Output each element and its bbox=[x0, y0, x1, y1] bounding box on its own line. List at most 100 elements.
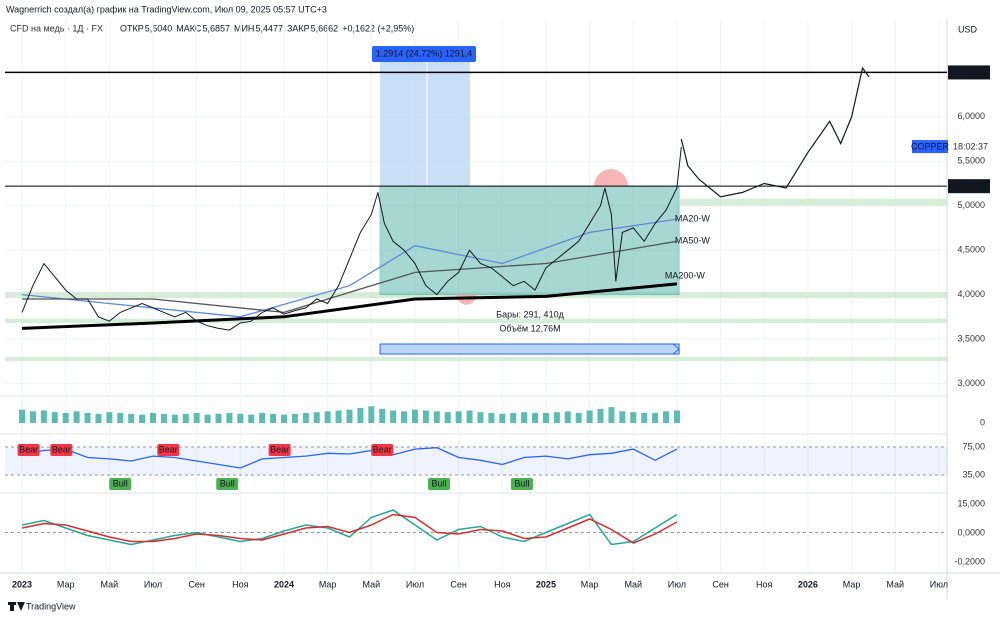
volume-bar bbox=[663, 411, 670, 423]
signal-tag bbox=[157, 444, 180, 456]
currency: USD bbox=[958, 24, 978, 34]
x-tick-label: 2023 bbox=[12, 579, 32, 589]
volume-bar bbox=[215, 413, 222, 423]
x-tick-label: Мар bbox=[843, 579, 861, 589]
volume-bar bbox=[62, 413, 69, 423]
level-label: 5,2200 bbox=[957, 181, 985, 191]
volume-bar bbox=[313, 412, 320, 423]
ma-line bbox=[22, 240, 678, 314]
volume-bar bbox=[160, 413, 167, 423]
volume-bar bbox=[248, 414, 255, 423]
volume-bar bbox=[433, 411, 440, 423]
volume-bar bbox=[237, 413, 244, 423]
volume-bar bbox=[95, 413, 102, 423]
volume-bar bbox=[466, 410, 473, 423]
symbol: CFD на медь · 1Д · FX bbox=[10, 23, 103, 33]
x-tick-label: Ноя bbox=[756, 579, 773, 589]
ma-label: MA200-W bbox=[665, 270, 706, 280]
macd-axis-label: -0,2000 bbox=[954, 556, 985, 566]
volume-bar bbox=[619, 411, 626, 423]
volume-bar bbox=[510, 413, 517, 423]
y-tick-label: 75,00 bbox=[962, 441, 985, 451]
y-tick-label: 4,5000 bbox=[957, 245, 985, 255]
volume-bar bbox=[608, 407, 615, 423]
signal-tag bbox=[427, 478, 450, 490]
ma-line bbox=[21, 282, 678, 330]
x-tick-label: Май bbox=[886, 579, 904, 589]
volume-bar bbox=[673, 410, 680, 423]
volume-bar bbox=[597, 408, 604, 423]
brand: TradingView bbox=[26, 601, 76, 611]
volume-bar bbox=[379, 408, 386, 423]
signal-tag bbox=[109, 478, 132, 490]
volume-bar bbox=[259, 413, 266, 423]
volume-bar bbox=[346, 409, 353, 423]
signal-label: Bear bbox=[270, 444, 289, 454]
level-tag bbox=[948, 65, 990, 80]
x-tick-label: Июл bbox=[668, 579, 686, 589]
range-box bbox=[379, 185, 680, 296]
volume-bar bbox=[193, 413, 200, 423]
y-tick-label: 3,0000 bbox=[957, 378, 985, 388]
ohlc-legend: ОТКР 5,5040 МАКС 5,6857 МИН 5,4477 ЗАКР 5,6662 +… bbox=[120, 23, 414, 33]
ohlc-item: +0,1622 (+2,95%) bbox=[342, 23, 414, 33]
y-tick-label: 3,5000 bbox=[957, 333, 985, 343]
volume-bar bbox=[171, 414, 178, 423]
volume-bar bbox=[521, 412, 528, 423]
volume-bar bbox=[586, 410, 593, 423]
ohlc-item: 5,6662 bbox=[311, 23, 339, 33]
macd-axis-label: 15,000 bbox=[957, 498, 985, 508]
price-line bbox=[21, 147, 682, 331]
rsi-band bbox=[5, 447, 947, 476]
macd-axis-label: 0,0000 bbox=[957, 527, 985, 537]
x-tick-label: 2026 bbox=[798, 579, 818, 589]
volume-bar bbox=[270, 413, 277, 423]
x-tick-label: Ноя bbox=[232, 579, 249, 589]
macd-line bbox=[21, 509, 678, 546]
volume-bar bbox=[422, 410, 429, 423]
rsi-line bbox=[21, 447, 678, 469]
ohlc-item: 5,6857 bbox=[202, 23, 230, 33]
range-stat: Объём 12,76M bbox=[499, 323, 560, 333]
volume-bar bbox=[29, 411, 36, 423]
last-tag bbox=[912, 140, 948, 154]
x-tick-label: 2024 bbox=[274, 579, 294, 589]
y-tick-label: 0 bbox=[980, 417, 985, 427]
measure-label: 1,2914 (24,72%) 1291,4 bbox=[376, 48, 473, 58]
x-tick-label: Июл bbox=[144, 579, 162, 589]
volume-bar bbox=[302, 413, 309, 423]
zone bbox=[5, 356, 947, 362]
author-line: Wagnerrich создал(а) график на TradingVi… bbox=[6, 4, 327, 14]
volume-bar bbox=[291, 413, 298, 423]
volume-bar bbox=[324, 411, 331, 423]
signal-label: Bull bbox=[431, 478, 446, 488]
ohlc-item: ЗАКР bbox=[287, 23, 310, 33]
volume-bar bbox=[40, 410, 47, 423]
signal-label: Bull bbox=[113, 478, 128, 488]
volume-bar bbox=[575, 413, 582, 423]
volume-bar bbox=[455, 411, 462, 423]
signal-label: Bear bbox=[159, 444, 178, 454]
signal-tag bbox=[50, 444, 73, 456]
volume-bar bbox=[444, 412, 451, 423]
x-tick-label: 2025 bbox=[536, 579, 556, 589]
volume-bar bbox=[652, 413, 659, 423]
volume-bar bbox=[488, 413, 495, 423]
last-tag-time: 18:02:37 bbox=[953, 141, 988, 151]
y-tick-label: 4,0000 bbox=[957, 289, 985, 299]
highlight bbox=[593, 169, 628, 187]
volume-bar bbox=[368, 406, 375, 423]
volume-bar bbox=[226, 413, 233, 423]
x-tick-label: Сен bbox=[188, 579, 205, 589]
volume-bar bbox=[204, 414, 211, 423]
volume-bar bbox=[564, 411, 571, 423]
signal-label: Bull bbox=[514, 478, 529, 488]
macd-line bbox=[21, 513, 678, 544]
signal-tag bbox=[17, 444, 40, 456]
x-tick-label: Май bbox=[362, 579, 380, 589]
volume-bar bbox=[553, 412, 560, 423]
volume-bar bbox=[139, 414, 146, 423]
volume-bar bbox=[84, 413, 91, 423]
